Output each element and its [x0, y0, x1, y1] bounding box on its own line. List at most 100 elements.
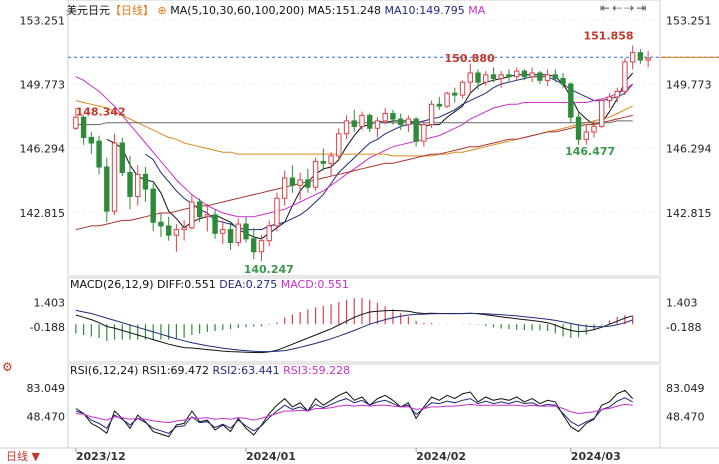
candle-body [127, 171, 133, 197]
settings-icon[interactable]: ⚙ [2, 360, 13, 374]
candle-body [80, 116, 87, 138]
rsi-rsi2-line [75, 397, 633, 434]
candle-body [297, 179, 303, 186]
candle-body [235, 223, 241, 244]
candle-body [521, 70, 528, 78]
xtick-label: 2023/12 [76, 450, 126, 463]
rsi-header: RSI(6,12,24) RSI1:69.472 RSI2:63.441 RSI… [70, 364, 350, 377]
candle-body [104, 166, 110, 212]
macd-ytick-left: -0.188 [30, 321, 65, 334]
first-icon[interactable]: ⇤ [600, 1, 613, 15]
next-icon[interactable]: ⇢ [624, 1, 637, 15]
candle-body [599, 100, 605, 127]
candle-body [645, 57, 651, 61]
macd-diff-value: DIFF:0.551 [157, 278, 216, 291]
prev-high-label: 150.880 [445, 52, 495, 65]
candle-body [374, 120, 381, 129]
rsi-params-label[interactable]: RSI(6,12,24) [70, 364, 139, 377]
macd-header: MACD(26,12,9) DIFF:0.551 DEA:0.275 MACD:… [70, 278, 349, 291]
candle-body [359, 114, 365, 127]
macd-params-label[interactable]: MACD(26,12,9) [70, 278, 154, 291]
candle-body [413, 118, 419, 142]
candle-body [475, 72, 481, 83]
rsi-ytick-right: 48.470 [666, 410, 705, 423]
candle-body [189, 201, 195, 229]
candle-body [421, 124, 427, 142]
price-header: 美元日元【日线】 ⊕ MA(5,10,30,60,100,200) MA5:15… [66, 2, 485, 18]
candle-body [88, 136, 95, 144]
candle-body [483, 74, 489, 83]
candle-body [544, 74, 551, 81]
price-ytick-right: 149.773 [666, 79, 712, 92]
xtick-label: 2024/01 [246, 450, 296, 463]
candle-body [591, 125, 597, 133]
candle-body [258, 240, 265, 253]
macd-diff-line [75, 309, 633, 354]
price-ytick-left: 153.251 [20, 14, 66, 27]
candle-body [583, 131, 589, 140]
price-ytick-left: 149.773 [20, 79, 66, 92]
rsi2-value: RSI2:63.441 [212, 364, 280, 377]
candle-body [158, 221, 164, 227]
chevron-down-icon: ▼ [28, 450, 40, 463]
rsi-rsi3-line [75, 403, 633, 424]
ma-line-ma5 [106, 72, 634, 240]
prev-icon[interactable]: ⇠ [612, 1, 625, 15]
macd-ytick-right: -0.188 [666, 321, 701, 334]
candle-body [452, 92, 458, 96]
macd-dea-line [75, 309, 633, 353]
candle-body [513, 70, 520, 78]
candle-body [397, 118, 404, 126]
rsi-ytick-left: 48.470 [27, 410, 66, 423]
candle-body [281, 177, 288, 199]
macd-dea-value: DEA:0.275 [219, 278, 278, 291]
low-label: 140.247 [244, 263, 294, 276]
period-tag[interactable]: 【日线】 [110, 4, 154, 17]
candle-body [390, 113, 396, 120]
rsi-ytick-left: 83.049 [27, 382, 66, 395]
candle-body [251, 238, 257, 253]
candle-body [436, 103, 443, 107]
candle-body [560, 78, 566, 85]
navigation-controls: ⇤⇠⇢⇥ [600, 1, 648, 15]
last-icon[interactable]: ⇥ [636, 1, 649, 15]
candle-body [568, 83, 574, 118]
candle-body [212, 214, 218, 234]
candle-body [498, 74, 504, 79]
panel-frame [67, 363, 661, 449]
price-ytick-left: 142.815 [20, 207, 66, 220]
candle-body [173, 229, 180, 236]
price-ytick-left: 146.294 [20, 143, 66, 156]
candle-body [506, 74, 512, 78]
candle-body [537, 72, 543, 81]
price-ytick-right: 146.294 [666, 143, 712, 156]
candle-body [181, 227, 187, 231]
candle-body [382, 113, 388, 122]
panel-frame [67, 277, 661, 363]
ma-params-label[interactable]: MA(5,10,30,60,100,200) [170, 4, 305, 17]
candle-body [227, 229, 234, 244]
candle-body [614, 90, 620, 98]
zoom-icon[interactable]: ⊕ [157, 4, 167, 17]
candle-body [336, 133, 342, 157]
candle-body [637, 52, 644, 61]
candle-body [367, 114, 373, 129]
ma-line-ma30 [75, 76, 633, 218]
ma-more-value: MA [468, 4, 486, 17]
candle-body [312, 160, 319, 188]
left-label: 148.342 [76, 106, 126, 119]
candle-body [119, 142, 125, 173]
candle-body [220, 229, 226, 234]
candle-body [467, 72, 473, 83]
candle-body [459, 81, 466, 96]
candle-body [490, 74, 497, 79]
candle-body [328, 155, 334, 164]
candle-body [135, 173, 141, 197]
candle-body [73, 116, 79, 129]
period-button[interactable]: 日线 ▼ [6, 448, 40, 464]
candle-body [204, 214, 211, 218]
candle-body [529, 72, 535, 78]
period-button-label: 日线 [6, 450, 28, 463]
xtick-label: 2024/03 [571, 450, 621, 463]
